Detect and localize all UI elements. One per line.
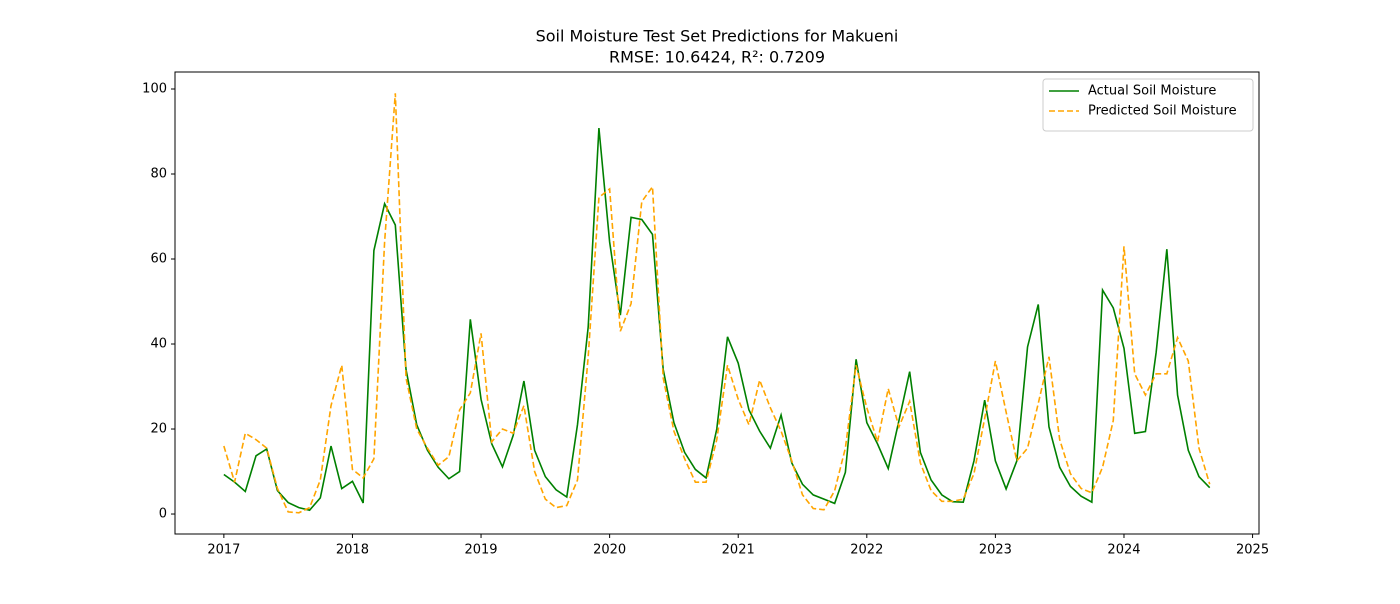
y-tick-label: 80	[150, 167, 167, 182]
legend-label: Predicted Soil Moisture	[1088, 104, 1237, 119]
x-tick-label: 2019	[464, 543, 497, 558]
y-tick-label: 100	[142, 82, 167, 97]
series-line	[223, 93, 1211, 514]
chart-subtitle: RMSE: 10.6424, R²: 0.7209	[609, 48, 825, 67]
x-tick-label: 2018	[336, 543, 369, 558]
chart-title: Soil Moisture Test Set Predictions for M…	[536, 27, 899, 46]
x-tick-label: 2017	[207, 543, 240, 558]
x-tick-label: 2025	[1236, 543, 1269, 558]
legend-label: Actual Soil Moisture	[1088, 84, 1216, 99]
x-tick-label: 2022	[850, 543, 883, 558]
x-tick-label: 2024	[1107, 543, 1140, 558]
legend-box	[1042, 78, 1254, 132]
y-tick-label: 0	[159, 507, 167, 522]
plot-frame	[174, 71, 1260, 535]
series-line	[223, 128, 1211, 512]
y-tick-label: 60	[150, 252, 167, 267]
y-tick-label: 40	[150, 337, 167, 352]
y-tick-label: 20	[150, 422, 167, 437]
x-tick-label: 2020	[593, 543, 626, 558]
x-tick-label: 2023	[979, 543, 1012, 558]
x-tick-label: 2021	[722, 543, 755, 558]
